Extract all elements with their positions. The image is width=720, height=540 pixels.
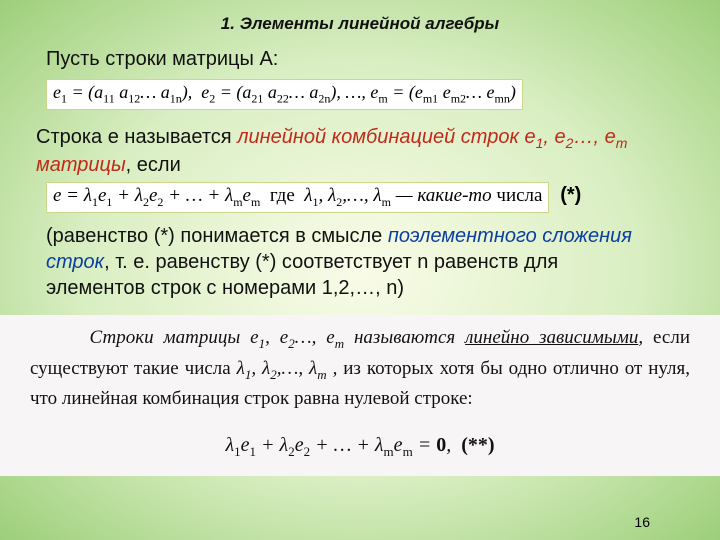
formula-linear-combination: e = λ1e1 + λ2e2 + … + λmem где λ1, λ2,…,… (46, 182, 682, 213)
formula-zero-row: λ1e1 + λ2e2 + … + λmem = 0, (**) (30, 430, 690, 462)
equation-label-star: (*) (560, 184, 581, 206)
linear-combination-text: Строка е называется линейной комбинацией… (36, 124, 682, 178)
explanation-post: , т. е. равенству (*) соответствует n ра… (46, 251, 558, 299)
text-pre: Строка е называется (36, 126, 237, 148)
intro-line: Пусть строки матрицы А: (46, 48, 692, 71)
slide-title: 1. Элементы линейной алгебры (28, 14, 692, 34)
definition-text: Строки матрицы e1, e2…, em называются ли… (30, 323, 690, 414)
formula-box-lambda: e = λ1e1 + λ2e2 + … + λmem где λ1, λ2,…,… (46, 182, 549, 213)
definition-block: Строки матрицы e1, e2…, em называются ли… (0, 315, 720, 476)
explanation-pre: (равенство (*) понимается в смысле (46, 225, 388, 247)
formula-rows-definition: e1 = (a11 a12… a1n), e2 = (a21 a22… a2n)… (46, 79, 523, 110)
explanation-text: (равенство (*) понимается в смысле поэле… (46, 223, 662, 301)
page-number: 16 (634, 514, 650, 530)
text-post: , если (126, 154, 181, 176)
